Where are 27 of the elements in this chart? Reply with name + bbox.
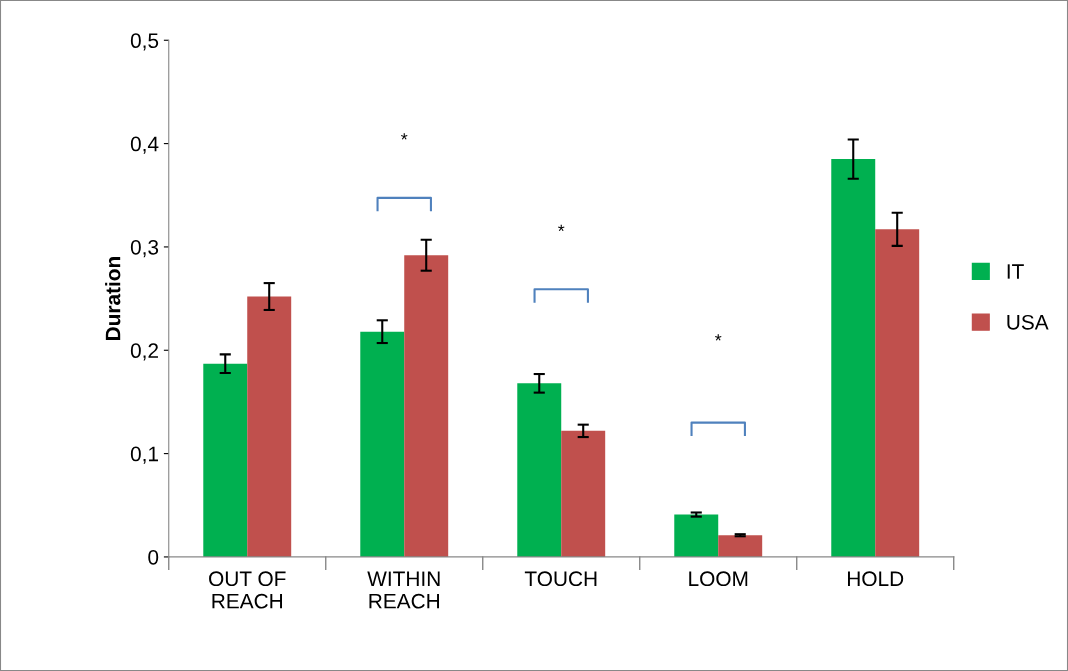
bar xyxy=(674,514,719,557)
bar xyxy=(203,363,248,557)
y-tick-label: 0,2 xyxy=(130,343,158,361)
x-tick-label: WITHIN REACH xyxy=(367,571,440,609)
bar xyxy=(718,535,763,557)
annotation: * xyxy=(558,224,565,232)
bar xyxy=(831,159,876,557)
annotation: * xyxy=(715,334,722,341)
x-tick-label: LOOM xyxy=(689,571,748,587)
y-tick-label: 0,1 xyxy=(130,446,159,464)
bar xyxy=(247,296,292,557)
bar xyxy=(404,255,449,557)
x-tick-label: TOUCH xyxy=(524,571,597,587)
bar xyxy=(517,383,562,557)
x-tick-label: HOLD xyxy=(847,571,904,587)
y-tick-label: 0,5 xyxy=(130,33,159,51)
y-tick-label: 0,3 xyxy=(130,239,159,258)
y-tick-label: 0,4 xyxy=(130,136,159,154)
x-tick-label: OUT OF REACH xyxy=(209,571,286,609)
bar xyxy=(875,229,920,557)
annotation: * xyxy=(401,133,408,140)
y-tick-label: 0 xyxy=(148,549,159,565)
bar xyxy=(360,331,405,557)
legend-label: USA xyxy=(1007,314,1049,330)
legend-label: IT xyxy=(1007,264,1024,279)
y-axis-title: Duration xyxy=(105,257,121,341)
bar xyxy=(561,430,606,557)
